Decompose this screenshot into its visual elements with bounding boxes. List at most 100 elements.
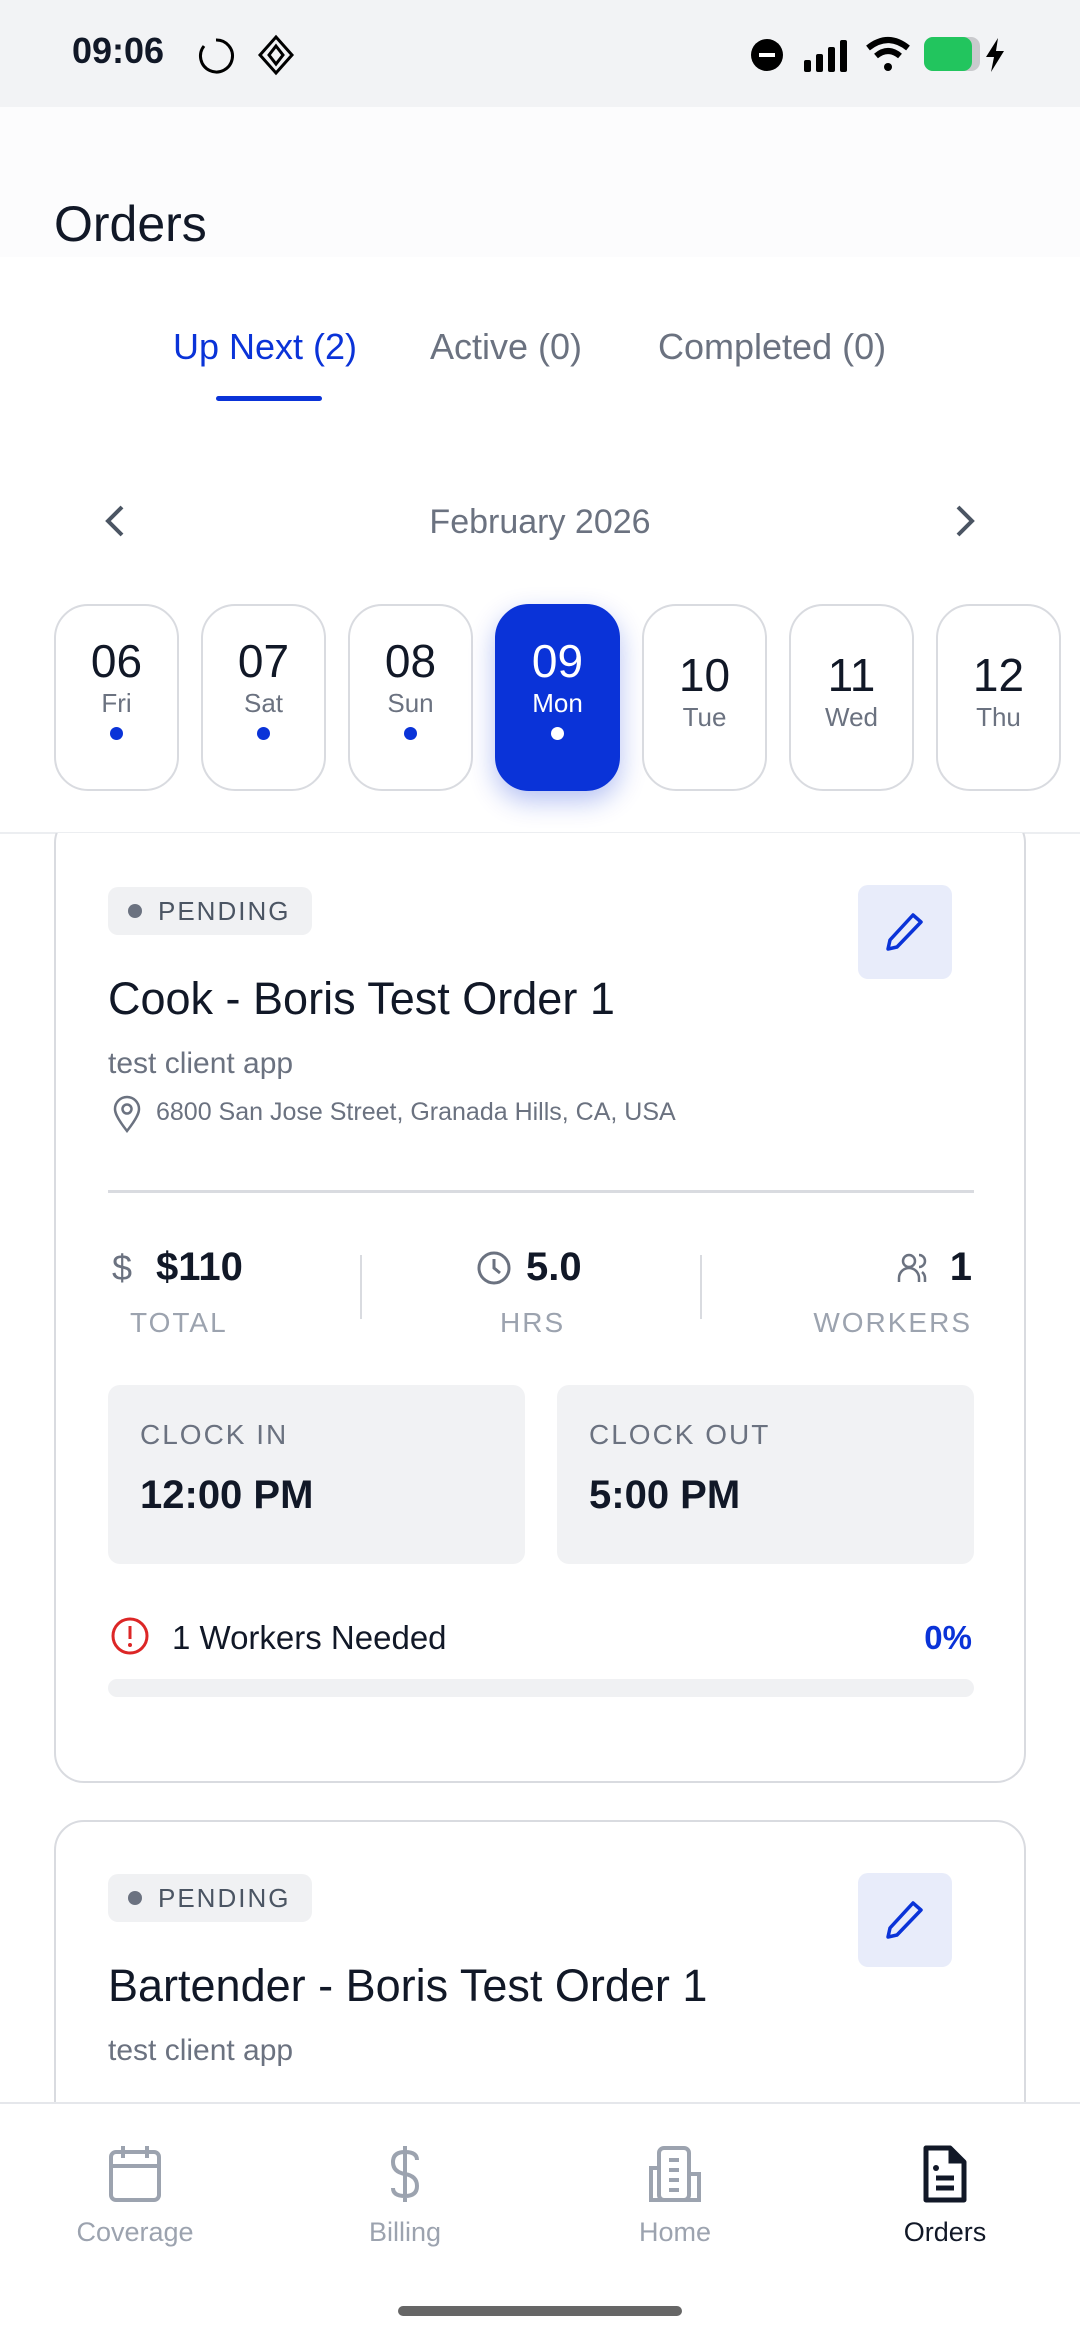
tab-active[interactable]: Active (0) [430, 326, 583, 367]
fill-percent: 0% [924, 1619, 972, 1656]
users-icon [897, 1253, 926, 1282]
weekday: Sat [243, 688, 284, 718]
edit-button[interactable] [858, 1873, 952, 1967]
clock-in-time: 12:00 PM [140, 1473, 314, 1517]
status-time: 09:06 [72, 30, 165, 71]
date-number: 06 [90, 635, 143, 687]
location-pin-icon [113, 1095, 141, 1133]
weekday: Mon [532, 688, 583, 718]
weekday: Sun [387, 688, 434, 718]
hours-value: 5.0 [526, 1245, 582, 1289]
total-stat: $ $110 [112, 1245, 243, 1290]
status-text: PENDING [158, 1882, 291, 1913]
nav-home[interactable]: Home [575, 2144, 775, 2248]
nav-label: Billing [368, 2217, 442, 2247]
total-value: $110 [156, 1245, 243, 1289]
nav-label: Home [638, 2217, 712, 2247]
app-notification-icon [257, 34, 295, 76]
date-pill-11[interactable]: 11 Wed [789, 604, 914, 791]
weekday: Fri [101, 688, 132, 718]
date-number: 08 [384, 635, 437, 687]
signal-icon [804, 40, 847, 72]
nav-billing[interactable]: Billing [305, 2144, 505, 2248]
card-divider [108, 1190, 974, 1193]
stat-divider [360, 1255, 362, 1319]
hours-label: HRS [500, 1307, 566, 1338]
calendar-icon [109, 2146, 161, 2202]
date-pill-08[interactable]: 08 Sun [348, 604, 473, 791]
weekday: Thu [976, 702, 1021, 732]
date-number: 12 [972, 649, 1025, 701]
nav-coverage[interactable]: Coverage [35, 2144, 235, 2248]
dollar-icon: $ [112, 1246, 133, 1288]
date-number: 11 [827, 649, 876, 701]
order-card[interactable]: PENDING Bartender - Boris Test Order 1 t… [54, 1820, 1026, 2102]
dollar-icon [390, 2146, 420, 2202]
has-orders-dot [110, 727, 123, 740]
status-bar: 09:06 [0, 0, 1080, 107]
workers-stat: 1 [896, 1245, 972, 1290]
clock-out-box: CLOCK OUT 5:00 PM [557, 1385, 974, 1564]
document-icon [923, 2145, 967, 2203]
date-pill-12[interactable]: 12 Thu [936, 604, 1061, 791]
clock-out-time: 5:00 PM [589, 1473, 741, 1517]
workers-label: WORKERS [813, 1307, 972, 1338]
status-text: PENDING [158, 895, 291, 926]
dnd-icon [751, 39, 783, 71]
has-orders-dot [404, 727, 417, 740]
header: Orders [0, 107, 1080, 257]
status-dot-icon [128, 1891, 142, 1905]
charging-icon [986, 38, 1004, 72]
date-pill-06[interactable]: 06 Fri [54, 604, 179, 791]
nav-label: Orders [903, 2217, 987, 2247]
date-pill-07[interactable]: 07 Sat [201, 604, 326, 791]
order-card[interactable]: PENDING Cook - Boris Test Order 1 test c… [54, 833, 1026, 1783]
home-indicator[interactable] [398, 2306, 682, 2316]
workers-needed: 1 Workers Needed [172, 1619, 447, 1656]
next-month-button[interactable] [948, 503, 980, 539]
has-orders-dot [551, 727, 564, 740]
battery-icon [924, 37, 980, 71]
status-dot-icon [128, 904, 142, 918]
clock-out-label: CLOCK OUT [589, 1419, 771, 1450]
wifi-icon [866, 37, 910, 71]
date-number: 09 [531, 635, 584, 687]
clock-in-label: CLOCK IN [140, 1419, 289, 1450]
has-orders-dot [257, 727, 270, 740]
clock-icon [477, 1251, 511, 1284]
date-number: 10 [678, 649, 731, 701]
pencil-icon [886, 1901, 923, 1939]
pencil-icon [886, 913, 923, 951]
alert-icon [111, 1617, 149, 1655]
address: 6800 San Jose Street, Granada Hills, CA,… [156, 1098, 676, 1126]
order-title: Cook - Boris Test Order 1 [108, 973, 615, 1024]
hours-stat: 5.0 [476, 1245, 582, 1290]
stat-divider [700, 1255, 702, 1319]
nav-orders[interactable]: Orders [845, 2144, 1045, 2248]
tab-completed[interactable]: Completed (0) [658, 326, 887, 367]
workers-value: 1 [949, 1245, 972, 1289]
client-name: test client app [108, 2034, 294, 2067]
date-pill-09[interactable]: 09 Mon [495, 604, 620, 791]
clock-in-box: CLOCK IN 12:00 PM [108, 1385, 525, 1564]
total-label: TOTAL [130, 1307, 228, 1338]
weekday: Wed [825, 702, 878, 732]
client-name: test client app [108, 1047, 294, 1080]
progress-bar [108, 1679, 974, 1697]
prev-month-button[interactable] [100, 503, 132, 539]
tab-indicator [216, 396, 322, 401]
orders-list[interactable]: PENDING Cook - Boris Test Order 1 test c… [0, 833, 1080, 2102]
date-pill-10[interactable]: 10 Tue [642, 604, 767, 791]
date-number: 07 [237, 635, 290, 687]
edit-button[interactable] [858, 885, 952, 979]
page-title: Orders [54, 196, 207, 252]
status-badge: PENDING [108, 1874, 313, 1922]
nav-label: Coverage [76, 2217, 194, 2247]
building-icon [649, 2146, 701, 2202]
weekday: Tue [682, 702, 727, 732]
loading-icon [199, 38, 234, 74]
bottom-nav: Coverage Billing Home Orders [0, 2102, 1080, 2340]
order-title: Bartender - Boris Test Order 1 [108, 1960, 708, 2011]
month-label: February 2026 [429, 503, 651, 541]
tab-up-next[interactable]: Up Next (2) [173, 326, 358, 367]
